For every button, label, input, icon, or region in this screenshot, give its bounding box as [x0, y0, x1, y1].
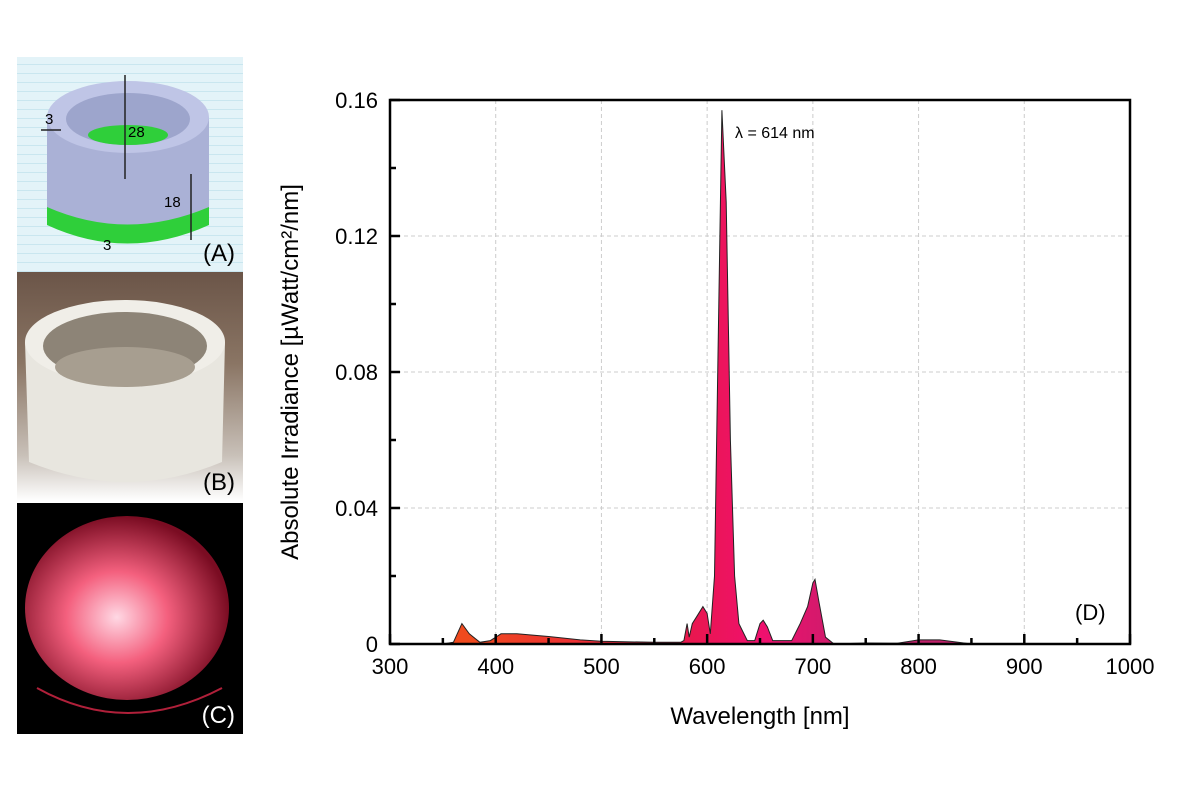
- x-tick-label: 500: [583, 654, 620, 679]
- wall-dimension: 3: [45, 111, 53, 128]
- panel-label-d: (D): [1075, 600, 1106, 625]
- plot-frame: [388, 98, 1132, 646]
- x-tick-label: 900: [1006, 654, 1043, 679]
- panel-label-c: (C): [201, 702, 235, 729]
- band-dimension: 18: [164, 194, 181, 211]
- x-tick-label: 1000: [1106, 654, 1155, 679]
- spectrum-area: [442, 110, 972, 645]
- y-tick-label: 0.04: [335, 496, 378, 521]
- panel-c-glowing-photo: (C): [17, 503, 243, 734]
- x-tick-label: 600: [689, 654, 726, 679]
- y-tick-label: 0.16: [335, 88, 378, 113]
- cylinder-model-drawing: 3 28 18 3: [41, 75, 209, 254]
- glowing-cylinder-photo: [25, 516, 229, 714]
- x-tick-label: 800: [900, 654, 937, 679]
- printed-cylinder-photo: [25, 300, 225, 482]
- x-tick-label: 300: [372, 654, 409, 679]
- base-dimension: 3: [103, 237, 111, 254]
- y-axis-label: Absolute Irradiance [µWatt/cm²/nm]: [277, 184, 304, 560]
- panel-a-3d-model: 3 28 18 3 (A): [17, 57, 243, 272]
- panel-label-b: (B): [203, 469, 235, 496]
- x-axis-label: Wavelength [nm]: [670, 703, 849, 730]
- peak-annotation: λ = 614 nm: [735, 125, 815, 142]
- y-tick-label: 0: [366, 632, 378, 657]
- height-dimension: 28: [128, 124, 145, 141]
- panel-b-printed-photo: (B): [17, 272, 243, 501]
- x-tick-label: 400: [477, 654, 514, 679]
- panel-label-a: (A): [203, 240, 235, 267]
- x-tick-label: 700: [794, 654, 831, 679]
- y-tick-label: 0.12: [335, 224, 378, 249]
- y-tick-label: 0.08: [335, 360, 378, 385]
